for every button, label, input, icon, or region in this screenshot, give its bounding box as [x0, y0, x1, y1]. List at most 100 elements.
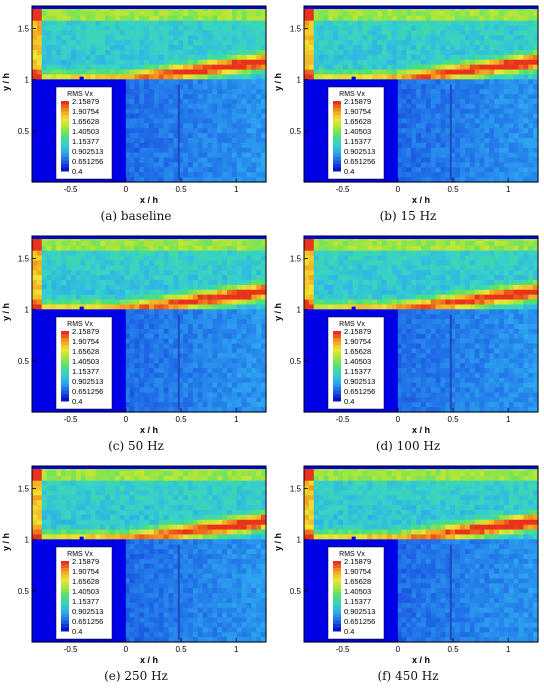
heatmap-cell — [192, 240, 199, 247]
heatmap-cell — [134, 255, 140, 262]
heatmap-cell — [149, 368, 155, 374]
heatmap-cell — [425, 152, 432, 159]
heatmap-cell — [144, 20, 150, 27]
heatmap-cell — [425, 98, 432, 105]
heatmap-cell — [445, 15, 451, 22]
heatmap-cell — [85, 69, 92, 76]
heatmap-cell — [231, 314, 238, 320]
heatmap-cell — [396, 142, 403, 149]
heatmap-cell — [202, 377, 209, 384]
heatmap-cell — [430, 69, 437, 76]
heatmap-cell — [479, 30, 485, 36]
heatmap-cell — [222, 54, 228, 61]
heatmap-cell — [163, 309, 170, 315]
heatmap-cell — [163, 270, 170, 276]
heatmap-cell — [129, 133, 135, 139]
heatmap-cell — [183, 142, 189, 149]
heatmap-cell — [100, 265, 106, 271]
colorbar-level-label: 1.15377 — [344, 137, 371, 146]
heatmap-cell — [513, 64, 520, 71]
heatmap-cell — [227, 338, 233, 345]
heatmap-cell — [484, 142, 490, 149]
heatmap-cell — [129, 98, 135, 105]
heatmap-cell — [192, 265, 199, 271]
heatmap-cell — [533, 54, 539, 61]
heatmap-cell — [464, 94, 471, 100]
heatmap-cell — [450, 40, 456, 46]
heatmap-cell — [479, 162, 485, 168]
heatmap-cell — [236, 280, 243, 286]
heatmap-cell — [192, 35, 199, 41]
heatmap-cell — [401, 15, 407, 22]
heatmap-cell — [134, 69, 140, 76]
heatmap-cell — [352, 69, 359, 76]
heatmap-cell — [71, 260, 77, 266]
colorbar-swatch — [61, 167, 69, 172]
heatmap-cell — [440, 79, 446, 85]
heatmap-cell — [261, 338, 267, 345]
heatmap-cell — [445, 162, 451, 168]
heatmap-cell — [183, 123, 189, 129]
colorbar-swatch — [61, 111, 69, 116]
heatmap-cell — [207, 309, 213, 315]
heatmap-cell — [396, 133, 403, 139]
heatmap-cell — [489, 15, 495, 22]
heatmap-cell — [202, 314, 209, 320]
heatmap-cell — [416, 118, 422, 124]
heatmap-cell — [227, 162, 233, 168]
heatmap-cell — [241, 123, 248, 129]
heatmap-cell — [343, 10, 349, 17]
heatmap-cell — [217, 265, 223, 271]
heatmap-cell — [80, 59, 87, 66]
heatmap-cell — [411, 138, 417, 144]
heatmap-cell — [484, 98, 490, 105]
heatmap-cell — [246, 69, 252, 76]
heatmap-cell — [246, 275, 252, 281]
heatmap-cell — [134, 59, 140, 66]
heatmap-cell — [401, 118, 407, 124]
heatmap-cell — [197, 89, 204, 95]
heatmap-cell — [533, 50, 539, 56]
heatmap-cell — [241, 138, 248, 144]
heatmap-cell — [80, 240, 87, 247]
heatmap-cell — [149, 333, 155, 340]
heatmap-cell — [217, 30, 223, 36]
heatmap-cell — [227, 240, 233, 247]
heatmap-cell — [246, 167, 252, 173]
heatmap-cell — [197, 94, 204, 100]
heatmap-cell — [110, 255, 116, 262]
heatmap-cell — [425, 74, 432, 80]
heatmap-cell — [129, 138, 135, 144]
heatmap-cell — [484, 172, 490, 178]
heatmap-cell — [41, 270, 48, 276]
heatmap-cell — [469, 152, 476, 159]
heatmap-cell — [333, 59, 339, 66]
heatmap-cell — [246, 162, 252, 168]
heatmap-cell — [236, 368, 243, 374]
heatmap-cell — [183, 294, 189, 301]
heatmap-cell — [227, 152, 233, 159]
heatmap-cell — [124, 319, 131, 325]
heatmap-cell — [80, 270, 87, 276]
heatmap-cell — [66, 280, 72, 286]
heatmap-cell — [313, 15, 320, 22]
heatmap-cell — [71, 35, 77, 41]
heatmap-cell — [256, 275, 262, 281]
heatmap-cell — [124, 15, 131, 22]
y-axis-label: y / h — [273, 73, 283, 91]
heatmap-cell — [499, 157, 505, 164]
heatmap-cell — [499, 98, 505, 105]
heatmap-cell — [425, 45, 432, 51]
heatmap-cell — [46, 25, 53, 32]
heatmap-cell — [168, 363, 174, 369]
heatmap-cell — [149, 30, 155, 36]
heatmap-cell — [455, 20, 461, 27]
heatmap-cell — [173, 328, 179, 335]
heatmap-cell — [168, 128, 174, 134]
heatmap-cell — [416, 142, 422, 149]
heatmap-cell — [236, 240, 243, 247]
heatmap-cell — [367, 10, 373, 17]
heatmap-cell — [100, 45, 106, 51]
heatmap-cell — [469, 40, 476, 46]
heatmap-cell — [236, 328, 243, 335]
